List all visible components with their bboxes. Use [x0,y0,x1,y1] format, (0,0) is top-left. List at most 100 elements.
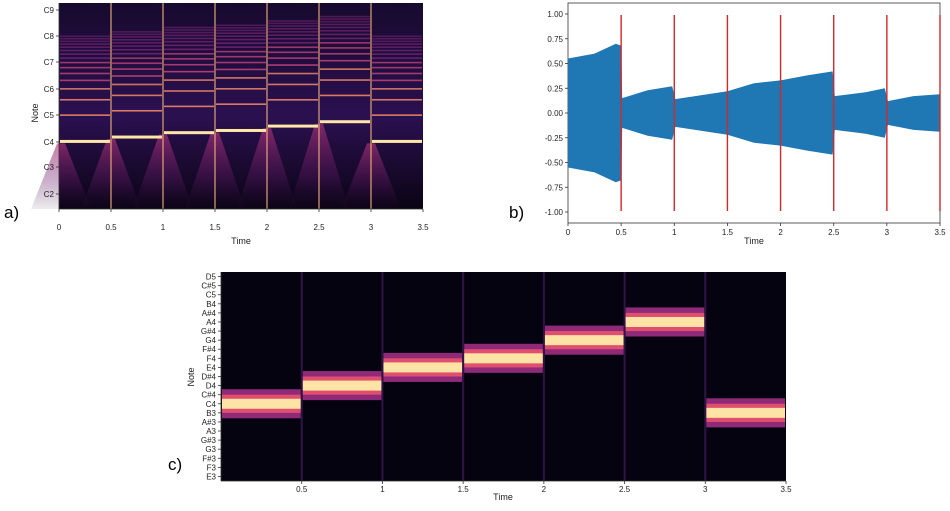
c-y-tick-label: F4 [207,354,217,363]
c-y-axis-label: Note [186,367,196,386]
panel-label-c: c) [168,455,182,474]
b-x-tick-label: 0 [566,228,571,237]
spectrogram-a-harmonic [112,36,162,38]
spectrogram-a-harmonic [268,28,318,30]
spectrogram-a-onset-line [214,3,216,209]
spectrogram-a-harmonic [372,46,422,48]
c-y-tick-label: G#4 [201,327,217,336]
spectrogram-a-harmonic [372,57,422,59]
b-y-tick-label: -1.00 [545,208,564,217]
c-y-tick-label: E3 [206,472,216,481]
spectrogram-a-harmonic [164,37,214,40]
chromagram-c-note-core [302,380,382,391]
spectrogram-a-harmonic [60,98,110,101]
spectrogram-a-harmonic [112,57,162,59]
spectrogram-a-harmonic [320,59,370,62]
chromagram-c-onset-line [381,272,384,481]
spectrogram-a-harmonic [164,48,214,51]
b-y-tick-label: 0.25 [547,84,563,93]
spectrogram-a-harmonic [372,72,422,75]
spectrogram-a-harmonic [164,29,214,31]
b-y-tick-label: 0.00 [547,109,563,118]
a-y-tick-label: C8 [44,32,55,41]
c-x-tick-label: 2 [542,485,547,494]
spectrogram-a-harmonic [320,26,370,29]
spectrogram-a-harmonic [216,88,266,90]
spectrogram-a-harmonic [60,40,110,43]
b-x-tick-label: 3 [885,228,890,237]
spectrogram-a-onset-burst [31,143,92,209]
b-y-tick-label: -0.75 [545,183,564,192]
waveform-b-area [568,43,940,183]
spectrogram-a-harmonic [112,48,162,51]
spectrogram-a-harmonic [372,98,422,101]
spectrogram-a-onset-line [266,3,268,209]
c-y-tick-label: G#3 [201,436,217,445]
spectrogram-a-harmonic [164,58,214,60]
spectrogram-a-harmonic [216,26,266,29]
spectrogram-a-harmonic [320,68,370,70]
spectrogram-a-harmonic [164,70,214,73]
chromagram-c-onset-line [542,272,545,481]
a-y-tick-label: C4 [44,138,55,147]
a-y-tick-label: C3 [44,163,55,172]
spectrogram-a-harmonic [216,77,266,79]
spectrogram-a-harmonic [372,37,422,40]
a-x-tick-label: 0 [57,223,62,232]
spectrogram-a-harmonic [164,105,214,108]
spectrogram-a-harmonic [216,55,266,58]
b-x-tick-label: 2.5 [828,228,840,237]
chromagram-c-onset-line [623,272,626,481]
spectrogram-a-harmonic [320,52,370,55]
b-x-tick-label: 3.5 [934,228,946,237]
spectrogram-a-harmonic [112,94,162,97]
b-y-tick-label: 1.00 [547,10,563,19]
c-x-tick-label: 3 [703,485,708,494]
panel-label-b: b) [509,203,524,222]
chromagram-c-note-core [625,316,705,327]
a-y-tick-label: C5 [44,111,55,120]
chromagram-c-onset-line [462,272,465,481]
spectrogram-a-harmonic [268,72,318,75]
spectrogram-a-harmonic [60,114,110,116]
spectrogram-a-harmonic [112,42,162,44]
c-y-tick-label: A#4 [202,309,217,318]
spectrogram-a-onset-line [110,3,112,209]
chromagram-c-note-core [464,353,543,364]
c-y-tick-label: B4 [206,300,216,309]
spectrogram-a-harmonic [268,22,318,25]
spectrogram-a-harmonic [268,124,318,128]
a-x-axis-label: Time [231,236,251,246]
c-y-tick-label: C#4 [201,391,216,400]
spectrogram-a-harmonic [164,44,214,47]
spectrogram-a-harmonic [320,23,370,26]
spectrogram-a-harmonic [112,135,162,139]
spectrogram-a-harmonic [268,83,318,86]
a-x-tick-label: 3.5 [417,223,429,232]
spectrogram-a-harmonic [216,24,266,27]
a-x-tick-label: 2.5 [313,223,325,232]
spectrogram-a-harmonic [216,50,266,53]
spectrogram-a-harmonic [216,61,266,64]
spectrogram-a-harmonic [372,88,422,90]
c-y-tick-label: F3 [207,463,217,472]
c-y-tick-label: B3 [206,409,216,418]
spectrogram-a-harmonic [60,61,110,64]
spectrogram-a-harmonic [320,20,370,23]
spectrogram-a-harmonic [216,128,266,132]
a-y-tick-label: C6 [44,85,55,94]
c-y-tick-label: F#4 [202,345,216,354]
spectrogram-a-harmonic [60,88,110,90]
spectrogram-a-harmonic [112,45,162,47]
c-x-tick-label: 1.5 [458,485,470,494]
spectrogram-a-harmonic [216,32,266,35]
c-y-tick-label: A3 [206,427,216,436]
spectrogram-a-harmonic [112,38,162,41]
spectrogram-a-harmonic [216,103,266,105]
spectrogram-a-harmonic [320,79,370,81]
a-y-tick-label: C7 [44,58,55,67]
chromagram-c-note-core [222,398,301,409]
spectrogram-a-harmonic [268,51,318,54]
a-x-tick-label: 2 [265,223,270,232]
spectrogram-a-harmonic [112,31,162,33]
